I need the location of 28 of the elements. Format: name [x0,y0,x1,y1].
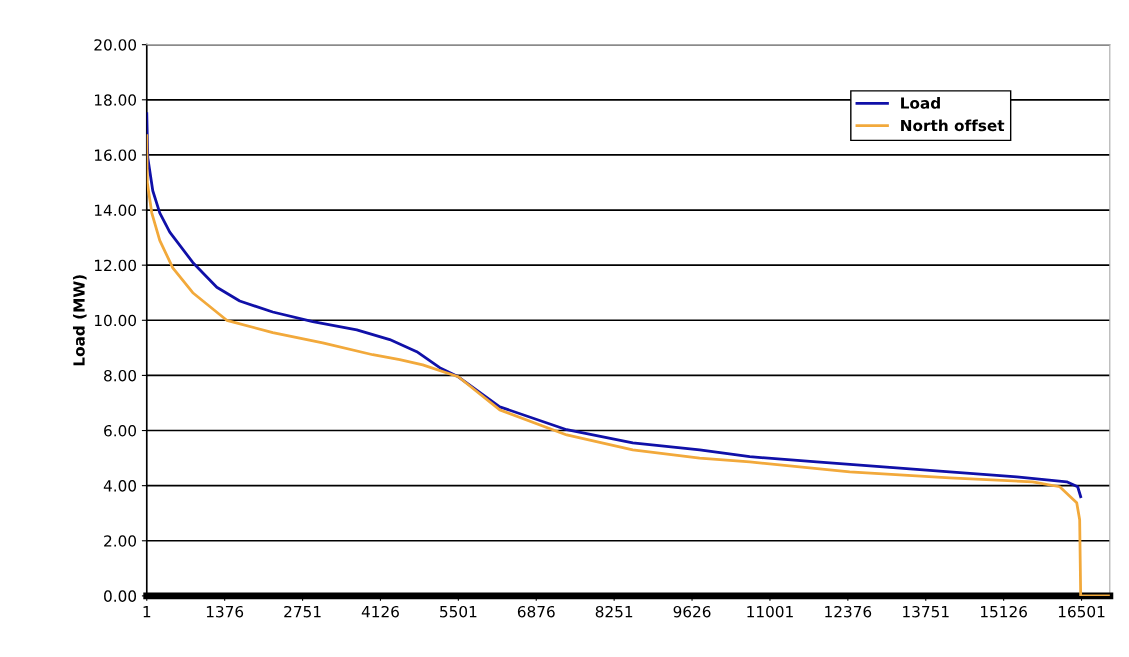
y-tick-label: 6.00 [104,425,137,437]
y-tick-label: 4.00 [103,480,137,492]
x-tick-label: 6876 [517,605,555,618]
y-tick-label: 0.00 [104,590,137,602]
y-tick-label: 12.00 [94,259,137,272]
y-tick-label: 10.00 [94,314,137,327]
x-tick-label: 15126 [981,605,1027,618]
y-tick-label: 14.00 [94,204,137,217]
x-tick-label: 8251 [595,605,633,618]
y-tick-label: 2.00 [104,535,137,547]
x-tick-label: 1 [143,606,151,618]
x-tick-label: 1376 [206,605,244,618]
x-tick-label: 2751 [284,605,321,618]
legend-label: North offset [901,119,1005,132]
y-tick-label: 20.00 [94,39,137,51]
legend-label: Load [901,97,940,109]
x-tick-label: 12376 [825,605,872,618]
line-series [146,112,1083,499]
x-tick-label: 4126 [361,605,399,618]
x-tick-label: 16501 [1058,605,1105,618]
y-axis-title: Load (MW) [72,275,87,366]
x-tick-label: 9626 [673,605,711,618]
x-tick-label: 13751 [903,605,949,618]
y-tick-label: 16.00 [94,149,137,161]
x-tick-label: 11001 [747,605,793,618]
y-tick-label: 8.00 [104,369,137,382]
x-tick-label: 5501 [440,605,477,618]
y-tick-label: 18.00 [94,94,137,106]
